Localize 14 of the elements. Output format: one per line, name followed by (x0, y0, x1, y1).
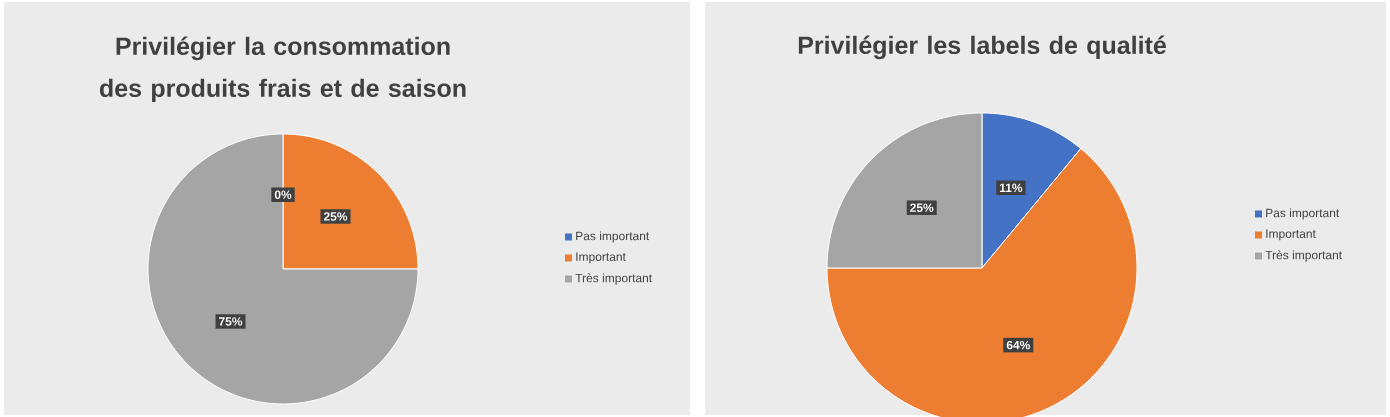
data-label: 75% (219, 317, 243, 326)
legend-label: Pas important (1266, 208, 1340, 220)
chart-title: Privilégier la consommation des produits frais et de saison (99, 36, 466, 103)
text: 0% (274, 190, 292, 199)
data-label: 25% (910, 203, 934, 212)
legend-label: Important (1266, 229, 1316, 241)
legend-label: Important (576, 252, 626, 264)
chart-title: Privilégier les labels de qualité (798, 35, 1166, 60)
data-label: 25% (323, 212, 348, 221)
data-label: 11% (999, 183, 1023, 192)
data-label: 64% (1006, 340, 1030, 350)
legend-label: Pas important (576, 231, 650, 243)
legend-label: Très important (575, 273, 653, 285)
legend-label: Très important (1265, 250, 1342, 262)
